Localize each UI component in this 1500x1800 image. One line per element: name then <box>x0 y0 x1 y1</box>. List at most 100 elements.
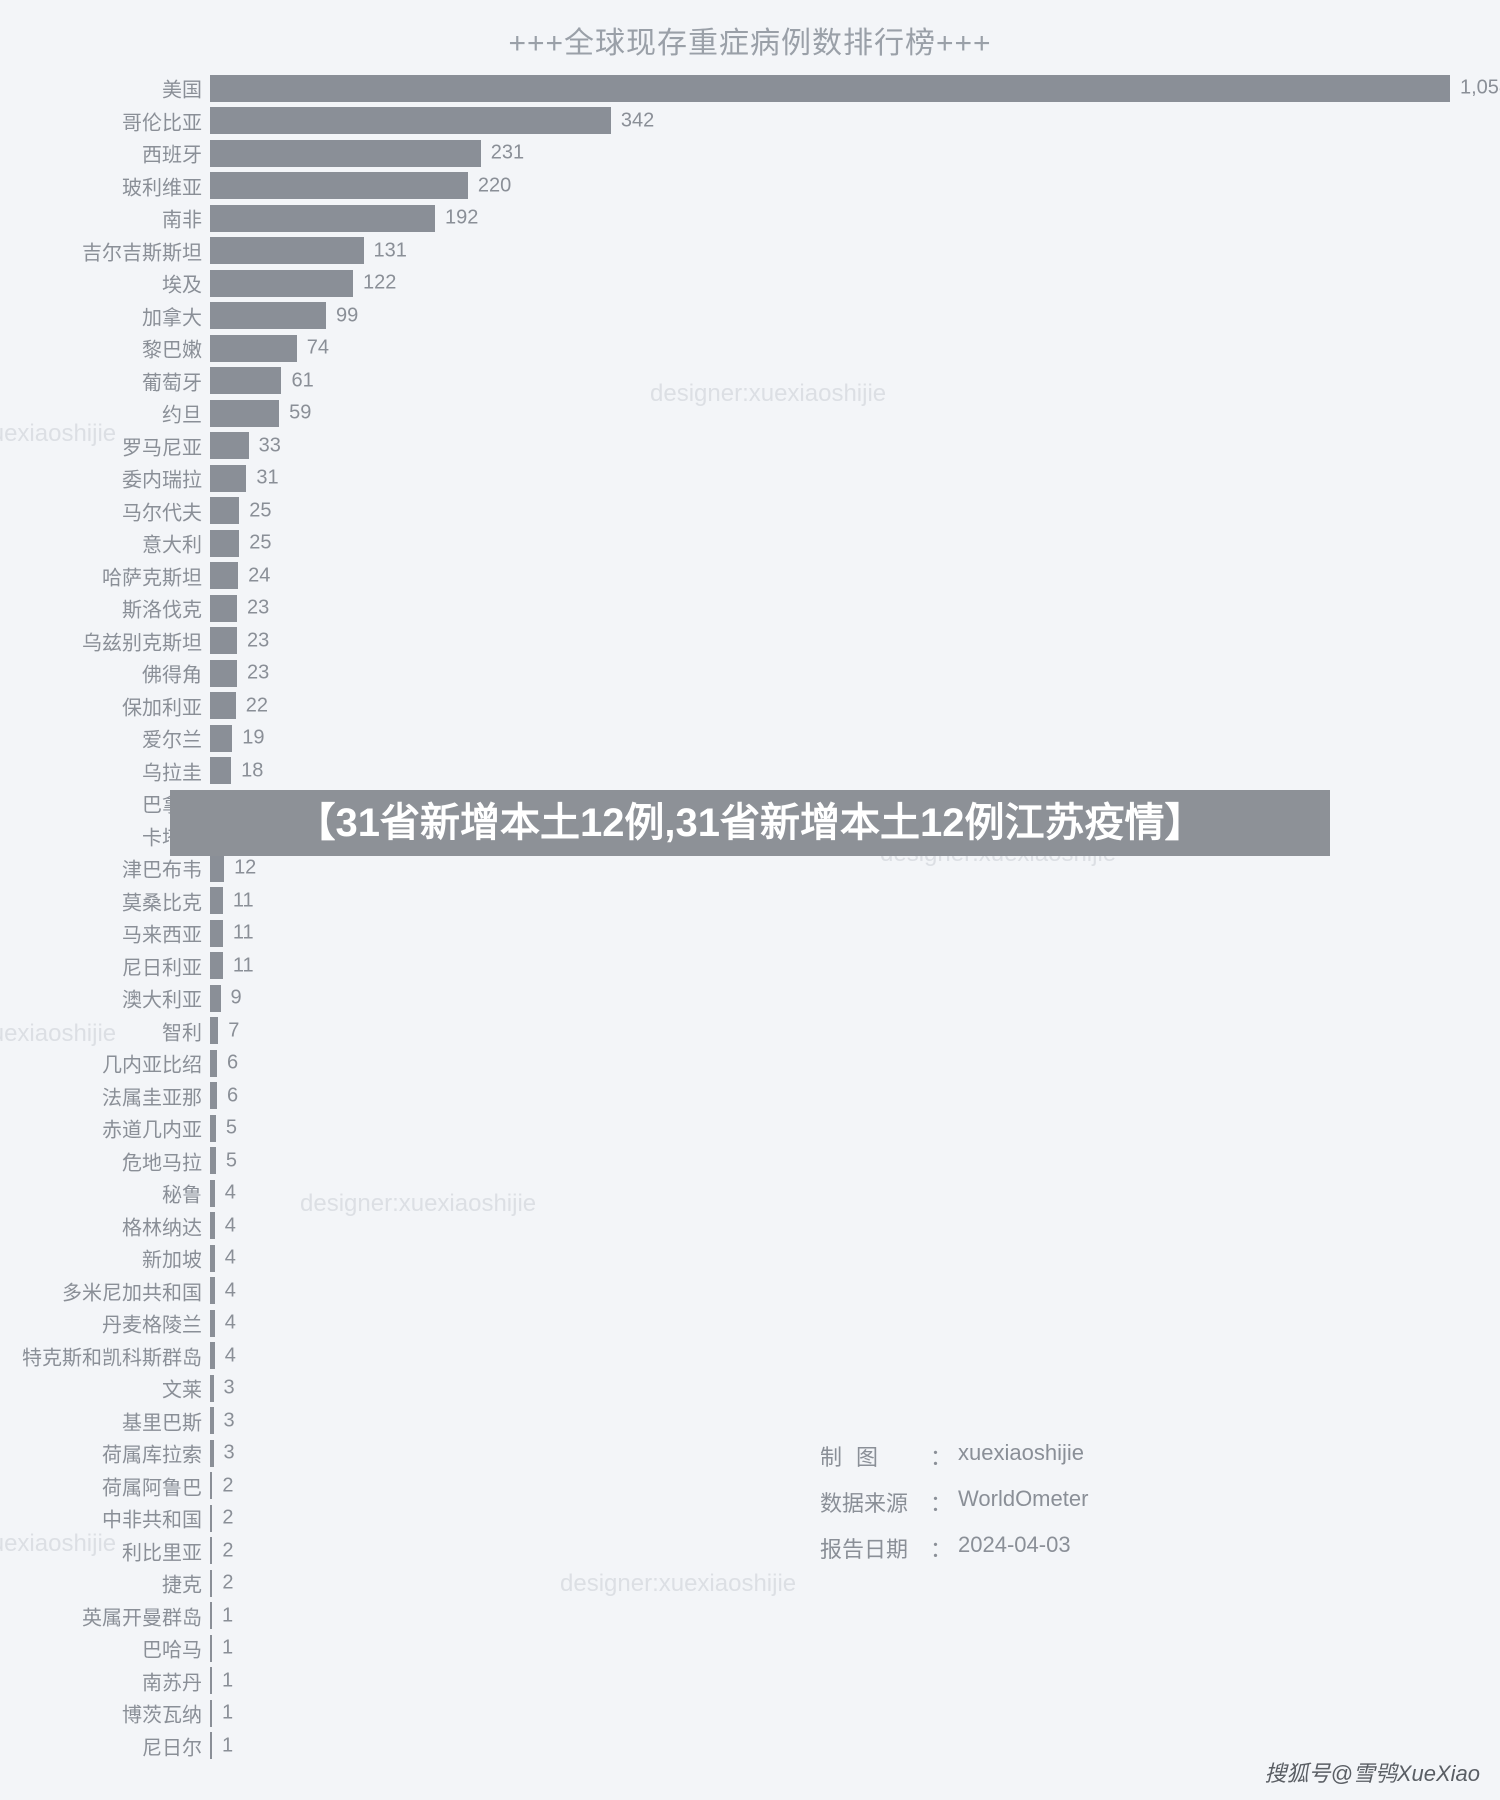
bar-rect <box>210 1310 215 1337</box>
bar-label: 委内瑞拉 <box>122 464 210 493</box>
bar-rect <box>210 497 239 524</box>
bar-rect <box>210 1212 215 1239</box>
bar-value: 1 <box>222 1604 233 1627</box>
bar-rect <box>210 985 221 1012</box>
bar-label: 葡萄牙 <box>142 366 210 395</box>
bar-label: 荷属阿鲁巴 <box>102 1471 210 1500</box>
bar-row: 基里巴斯3 <box>210 1407 1450 1434</box>
bar-rect <box>210 1245 215 1272</box>
bar-value: 4 <box>225 1344 236 1367</box>
bar-value: 23 <box>247 629 269 652</box>
bar-value: 4 <box>225 1279 236 1302</box>
bar-row: 马尔代夫25 <box>210 497 1450 524</box>
bar-row: 巴哈马1 <box>210 1635 1450 1662</box>
bar-label: 爱尔兰 <box>142 724 210 753</box>
bar-row: 哥伦比亚342 <box>210 107 1450 134</box>
bar-row: 危地马拉5 <box>210 1147 1450 1174</box>
chart-root: +++全球现存重症病例数排行榜+++ 美国1,058哥伦比亚342西班牙231玻… <box>0 0 1500 1800</box>
bar-row: 美国1,058 <box>210 75 1450 102</box>
bar-rect <box>210 725 232 752</box>
bar-label: 斯洛伐克 <box>122 594 210 623</box>
bar-value: 3 <box>224 1409 235 1432</box>
bar-rect <box>210 335 297 362</box>
bar-value: 4 <box>225 1247 236 1270</box>
bar-label: 格林纳达 <box>122 1211 210 1240</box>
headline-overlay: 【31省新增本土12例,31省新增本土12例江苏疫情】 <box>170 790 1330 856</box>
bar-label: 加拿大 <box>142 301 210 330</box>
credit-key: 数据来源 <box>820 1486 930 1518</box>
bar-rect <box>210 952 223 979</box>
credit-key: 报告日期 <box>820 1532 930 1564</box>
bar-label: 哈萨克斯坦 <box>102 561 210 590</box>
bar-rect <box>210 432 249 459</box>
bar-rect <box>210 562 238 589</box>
bar-label: 尼日尔 <box>142 1731 210 1760</box>
credit-key: 制图 <box>820 1440 930 1472</box>
bar-rect <box>210 172 468 199</box>
bar-label: 马尔代夫 <box>122 496 210 525</box>
credit-value: WorldOmeter <box>958 1486 1088 1518</box>
bar-label: 马来西亚 <box>122 919 210 948</box>
bar-rect <box>210 1472 212 1499</box>
bar-rect <box>210 1602 212 1629</box>
bar-label: 丹麦格陵兰 <box>102 1309 210 1338</box>
bar-rect <box>210 1050 217 1077</box>
bar-rect <box>210 1505 212 1532</box>
bar-row: 津巴布韦12 <box>210 855 1450 882</box>
bar-label: 乌拉圭 <box>142 756 210 785</box>
bar-value: 122 <box>363 272 396 295</box>
bar-label: 荷属库拉索 <box>102 1439 210 1468</box>
bar-value: 11 <box>233 922 254 945</box>
bar-label: 莫桑比克 <box>122 886 210 915</box>
bar-row: 澳大利亚9 <box>210 985 1450 1012</box>
bar-rect <box>210 595 237 622</box>
bar-rect <box>210 1375 214 1402</box>
bar-label: 南非 <box>162 204 210 233</box>
bar-value: 31 <box>256 467 278 490</box>
bar-row: 保加利亚22 <box>210 692 1450 719</box>
bar-row: 多米尼加共和国4 <box>210 1277 1450 1304</box>
bar-label: 危地马拉 <box>122 1146 210 1175</box>
bar-label: 巴哈马 <box>142 1634 210 1663</box>
bar-value: 4 <box>225 1214 236 1237</box>
bar-value: 25 <box>249 532 271 555</box>
bar-row: 意大利25 <box>210 530 1450 557</box>
bar-value: 2 <box>222 1474 233 1497</box>
bar-rect <box>210 1277 215 1304</box>
bar-rect <box>210 1440 214 1467</box>
bar-row: 法属圭亚那6 <box>210 1082 1450 1109</box>
source-attribution: 搜狐号@雪鸮XueXiao <box>1264 1756 1480 1788</box>
bar-label: 南苏丹 <box>142 1666 210 1695</box>
bar-label: 吉尔吉斯斯坦 <box>82 236 210 265</box>
bar-label: 新加坡 <box>142 1244 210 1273</box>
bar-value: 9 <box>231 987 242 1010</box>
bar-value: 2 <box>222 1507 233 1530</box>
bar-row: 特克斯和凯科斯群岛4 <box>210 1342 1450 1369</box>
bar-rect <box>210 855 224 882</box>
bar-value: 22 <box>246 694 268 717</box>
credit-line: 数据来源：WorldOmeter <box>820 1486 1088 1518</box>
credit-value: xuexiaoshijie <box>958 1440 1084 1472</box>
bar-value: 99 <box>336 304 358 327</box>
bar-value: 4 <box>225 1312 236 1335</box>
bar-value: 192 <box>445 207 478 230</box>
chart-title: +++全球现存重症病例数排行榜+++ <box>0 18 1500 62</box>
bar-rect <box>210 75 1450 102</box>
bar-row: 加拿大99 <box>210 302 1450 329</box>
bar-value: 1 <box>222 1734 233 1757</box>
bar-row: 葡萄牙61 <box>210 367 1450 394</box>
bar-rect <box>210 1115 216 1142</box>
bar-label: 乌兹别克斯坦 <box>82 626 210 655</box>
bar-label: 中非共和国 <box>102 1504 210 1533</box>
bar-rect <box>210 140 481 167</box>
bar-row: 黎巴嫩74 <box>210 335 1450 362</box>
bar-row: 莫桑比克11 <box>210 887 1450 914</box>
bar-value: 3 <box>224 1377 235 1400</box>
bar-rect <box>210 757 231 784</box>
bar-value: 2 <box>222 1539 233 1562</box>
bar-row: 南苏丹1 <box>210 1667 1450 1694</box>
bar-rect <box>210 1407 214 1434</box>
bar-value: 3 <box>224 1442 235 1465</box>
bar-row: 哈萨克斯坦24 <box>210 562 1450 589</box>
bar-value: 61 <box>291 369 313 392</box>
